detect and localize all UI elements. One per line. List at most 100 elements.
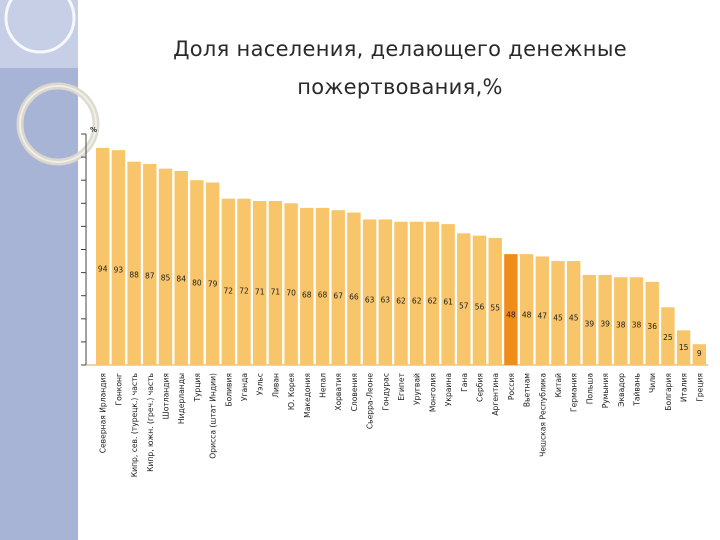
- category-label: Сербия: [476, 373, 485, 402]
- bar-value-label: 79: [208, 280, 218, 289]
- bar: [410, 221, 424, 365]
- bar: [221, 198, 235, 365]
- bar-value-label: 71: [271, 287, 281, 296]
- bar-value-label: 38: [632, 320, 642, 329]
- bar-value-label: 61: [443, 297, 453, 306]
- category-label: Ю. Корея: [287, 373, 296, 410]
- category-label: Шотландия: [162, 373, 171, 419]
- bar-value-label: 48: [522, 310, 532, 319]
- bar: [614, 277, 628, 365]
- category-label: Греция: [695, 373, 704, 402]
- bar: [268, 200, 283, 365]
- bar: [567, 261, 581, 365]
- bar: [347, 212, 361, 365]
- category-label: Уганда: [240, 373, 249, 401]
- category-label: Северная Ирландия: [99, 373, 108, 453]
- category-label: Чили: [648, 373, 657, 393]
- bar-value-label: 25: [663, 333, 673, 342]
- bar: [598, 274, 612, 365]
- category-label: Польша: [585, 373, 594, 404]
- bar-value-label: 15: [679, 343, 689, 352]
- bar: [425, 221, 440, 365]
- category-label: Ливан: [271, 373, 280, 398]
- bar-value-label: 94: [98, 265, 108, 274]
- bar: [504, 254, 518, 365]
- bar: [300, 207, 314, 365]
- category-label: Сьерра-Леоне: [366, 373, 375, 429]
- category-label: Уэльс: [256, 373, 265, 395]
- bar-value-label: 39: [585, 319, 595, 328]
- bar-value-label: 62: [396, 296, 406, 305]
- category-label: Румыния: [601, 373, 610, 408]
- chart-title: Доля населения, делающего денежные пожер…: [100, 30, 700, 106]
- category-label: Гондурас: [381, 373, 390, 411]
- category-label: Непал: [319, 373, 328, 398]
- bar: [127, 161, 141, 365]
- category-label: Вьетнам: [523, 373, 532, 407]
- category-label: Боливия: [224, 373, 233, 407]
- bar: [472, 235, 487, 365]
- bar: [331, 210, 345, 365]
- bar: [645, 281, 659, 365]
- bar: [535, 256, 549, 365]
- bar-value-label: 62: [412, 296, 422, 305]
- bar: [284, 203, 298, 365]
- bar-value-label: 38: [616, 320, 626, 329]
- bar: [661, 307, 675, 365]
- bar: [457, 233, 471, 365]
- category-label: Египет: [397, 372, 406, 400]
- bar: [362, 219, 377, 365]
- bar: [174, 170, 188, 365]
- category-label: Кипр, сев. (турецк.) часть: [130, 372, 139, 477]
- category-label: Тайвань: [633, 372, 642, 406]
- bar-value-label: 85: [161, 274, 171, 283]
- bar: [488, 237, 502, 365]
- decorative-rings: [0, 0, 100, 200]
- bar: [315, 207, 330, 365]
- bar-value-label: 67: [333, 291, 343, 300]
- category-label: Македония: [303, 373, 312, 418]
- bar: [143, 164, 157, 365]
- bar-value-label: 93: [114, 266, 124, 275]
- bar: [394, 221, 408, 365]
- bar-value-label: 62: [428, 296, 438, 305]
- bar-value-label: 71: [255, 287, 265, 296]
- bar-value-label: 39: [600, 319, 610, 328]
- category-label: Аргентина: [491, 373, 500, 416]
- bar: [519, 254, 534, 365]
- y-axis-label: %: [90, 126, 97, 134]
- bar: [158, 168, 173, 365]
- category-label: Уругвай: [413, 373, 422, 405]
- bar-value-label: 87: [145, 272, 155, 281]
- bar-value-label: 36: [647, 322, 657, 331]
- bar-value-label: 45: [569, 313, 579, 322]
- bar: [96, 147, 110, 365]
- bar: [111, 150, 126, 365]
- category-label: Китай: [554, 373, 563, 397]
- bar-value-label: 63: [381, 295, 391, 304]
- bar-value-label: 47: [538, 311, 548, 320]
- bar: [676, 330, 691, 365]
- bar-value-label: 68: [318, 290, 328, 299]
- category-label: Кипр, южн. (греч.) часть: [146, 372, 155, 471]
- category-label: Украина: [444, 373, 453, 406]
- category-label: Монголия: [428, 373, 437, 412]
- bar: [441, 224, 455, 365]
- bar-value-label: 84: [176, 275, 186, 284]
- bar-value-label: 9: [697, 349, 702, 358]
- bar-value-label: 56: [475, 302, 485, 311]
- bar: [205, 182, 220, 365]
- category-label: Эквадор: [617, 373, 626, 407]
- bar-value-label: 66: [349, 292, 359, 301]
- bar-value-label: 72: [224, 286, 234, 295]
- bar-value-label: 70: [286, 288, 296, 297]
- bar-value-label: 63: [365, 295, 375, 304]
- category-label: Гана: [460, 373, 469, 392]
- bar-value-label: 80: [192, 279, 202, 288]
- bar-value-label: 48: [506, 310, 516, 319]
- bar: [692, 344, 706, 365]
- bar: [190, 180, 204, 365]
- bar-value-label: 57: [459, 301, 469, 310]
- category-label: Италия: [680, 373, 689, 402]
